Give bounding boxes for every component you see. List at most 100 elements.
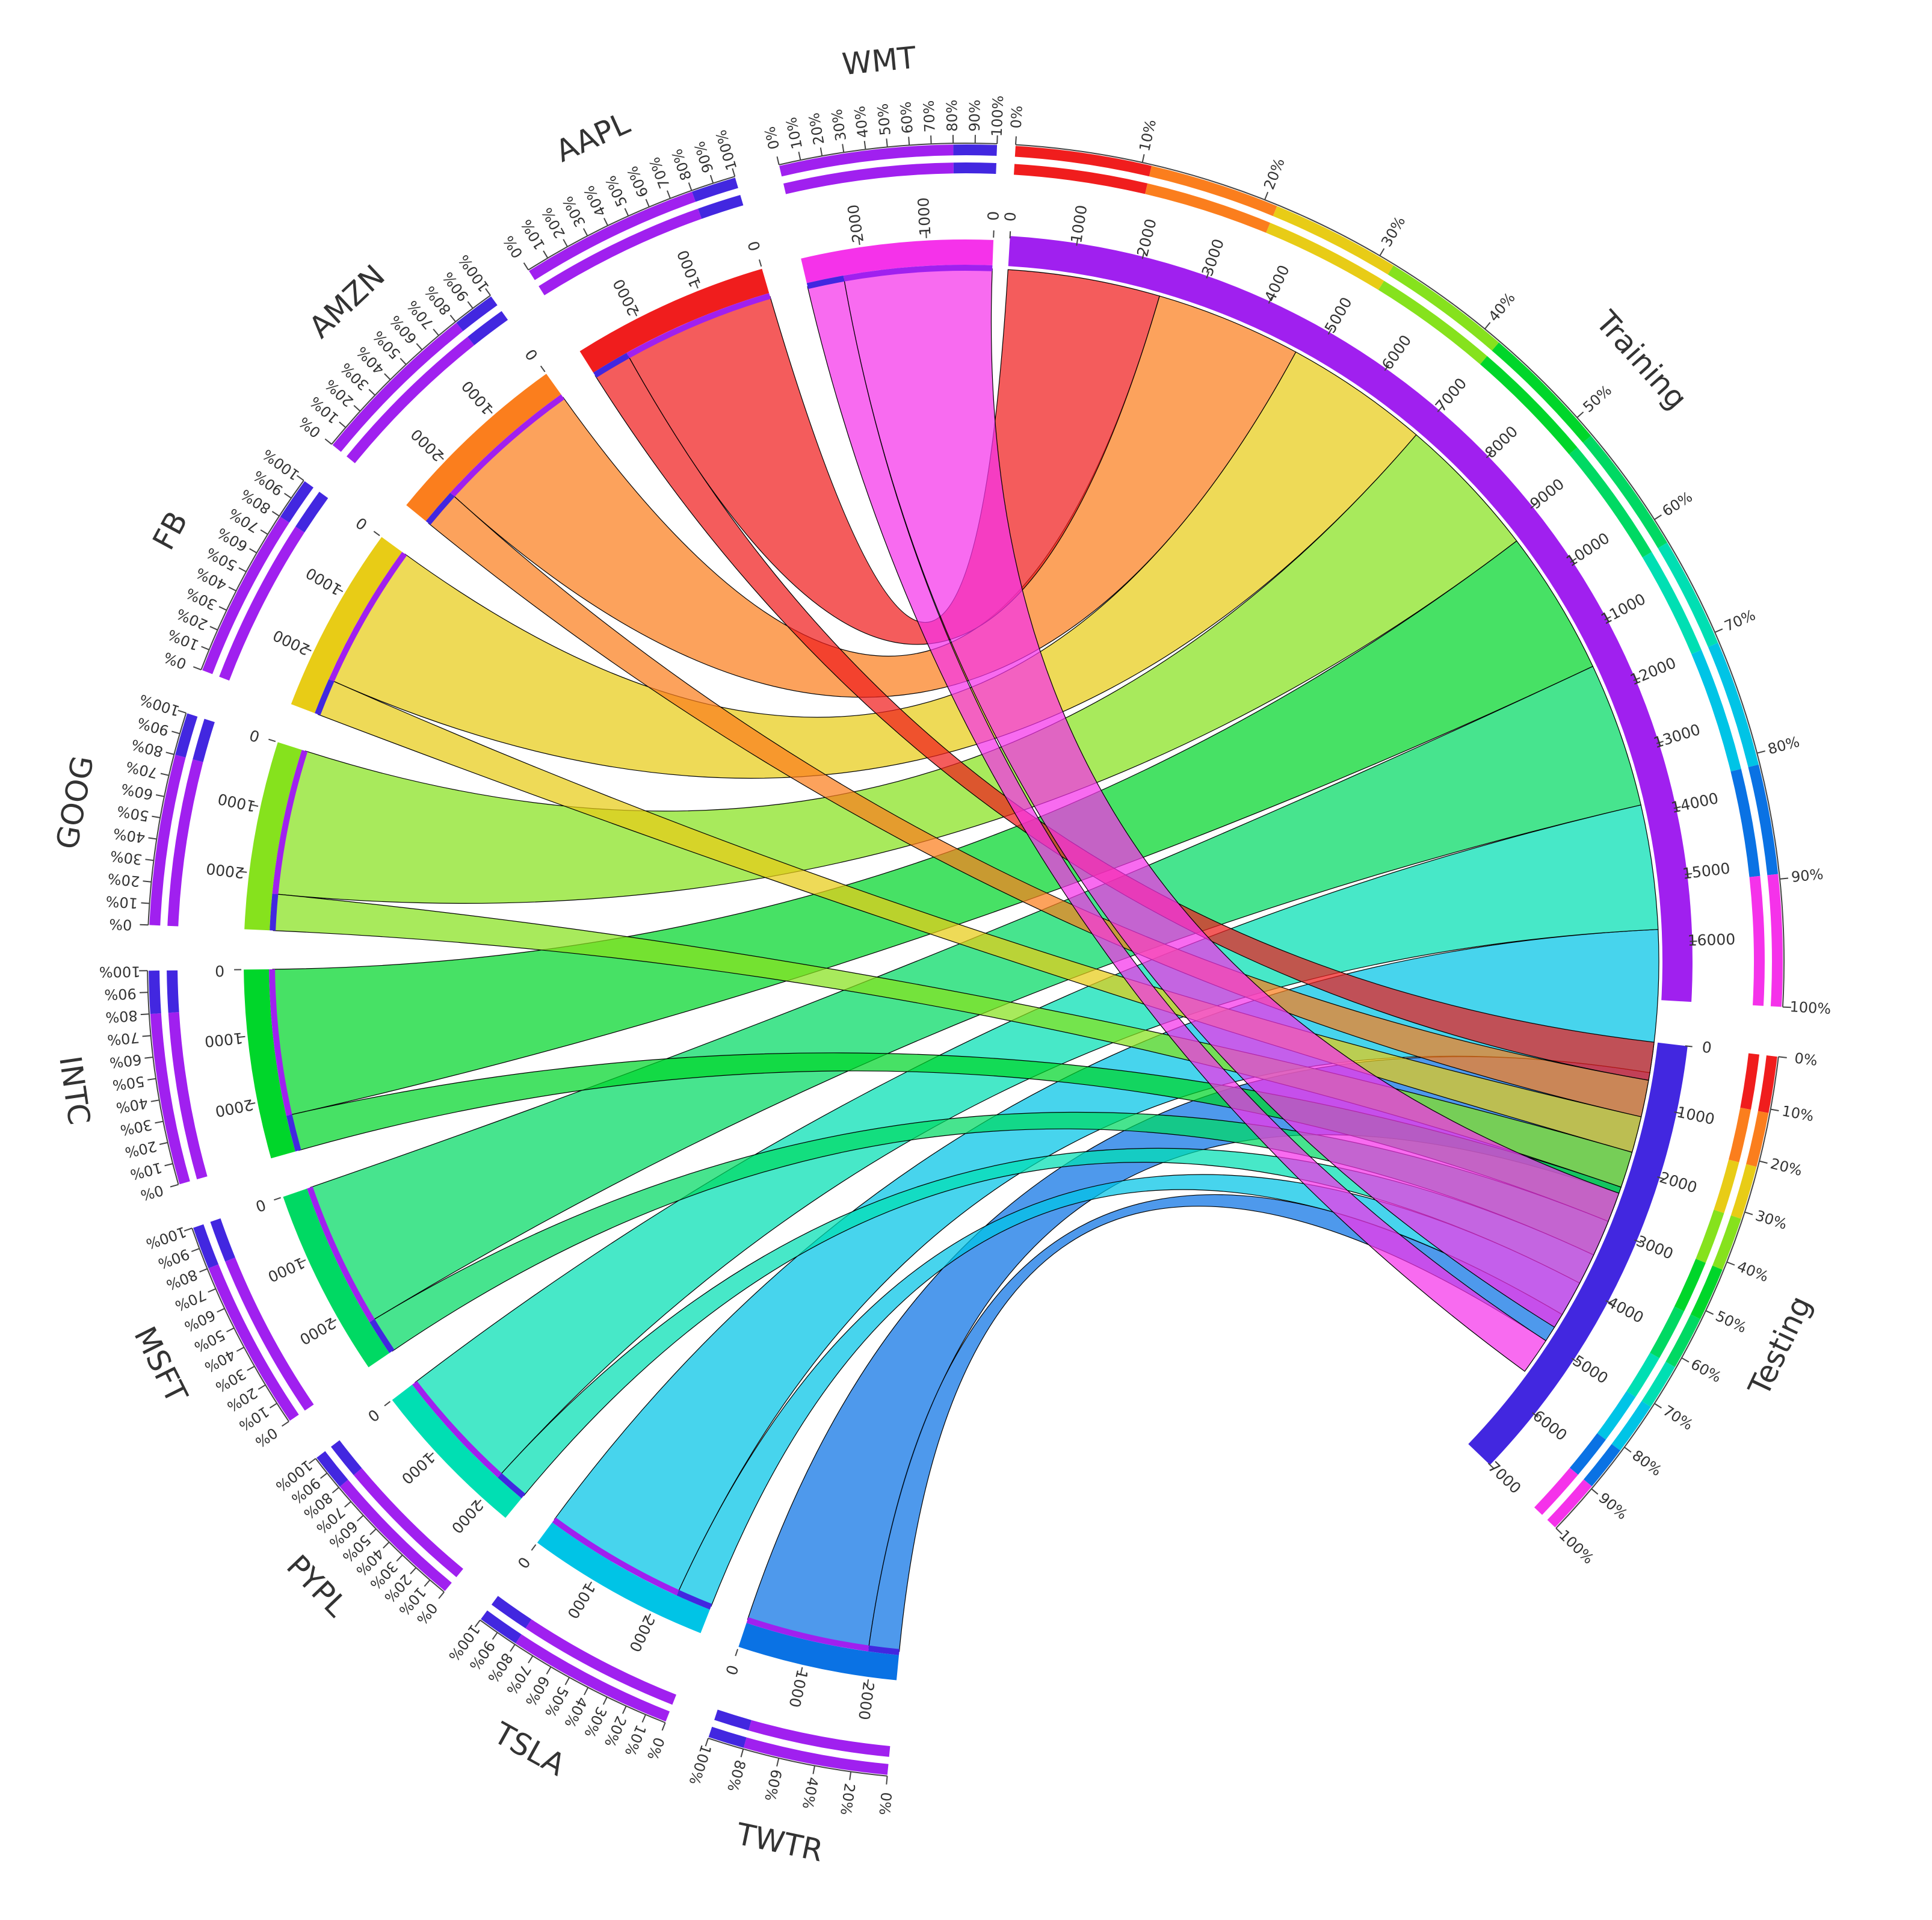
tick-pypl-2000 xyxy=(475,1499,482,1506)
bar-wmt-axis xyxy=(779,143,998,165)
tick-training-9000 xyxy=(1530,503,1537,509)
arc-testing[interactable] xyxy=(1468,1042,1688,1465)
comp-testing-pypl-outer xyxy=(1641,1362,1675,1407)
arc-fb-testing-stripe xyxy=(315,679,335,715)
tick-label-testing-3000: 3000 xyxy=(1634,1232,1676,1263)
pct-label-wmt-50-: 50% xyxy=(874,103,894,137)
pct-tick-tsla-100- xyxy=(474,1620,481,1628)
pct-tick-msft-70- xyxy=(208,1288,216,1293)
pct-label-goog-70-: 70% xyxy=(124,758,159,782)
comp-label-testing-80-: 80% xyxy=(1629,1446,1665,1479)
arc-tsla[interactable] xyxy=(537,1522,710,1634)
comp-label-testing-60-: 60% xyxy=(1688,1356,1724,1386)
arc-pypl[interactable] xyxy=(392,1384,522,1518)
comp-tick-training-30- xyxy=(1379,248,1385,256)
pct-tick-amzn-80- xyxy=(449,315,456,323)
comp-training-intc-outer xyxy=(1492,342,1591,443)
arc-twtr-training-stripe xyxy=(746,1617,869,1652)
pct-tick-aapl-10- xyxy=(543,250,549,259)
arc-fb[interactable] xyxy=(291,537,403,714)
tick-wmt-1000 xyxy=(925,230,927,238)
comp-tick-testing-70- xyxy=(1654,1403,1662,1409)
comp-training-pypl-outer xyxy=(1658,542,1718,647)
pct-label-goog-80-: 80% xyxy=(129,736,165,761)
pct-label-intc-90-: 90% xyxy=(104,985,137,1003)
arc-intc[interactable] xyxy=(244,969,295,1159)
tick-label-intc-2000: 2000 xyxy=(214,1096,255,1120)
pct-label-twtr-20-: 20% xyxy=(837,1782,858,1817)
arc-twtr[interactable] xyxy=(738,1623,899,1681)
comp-testing-wmt-inner xyxy=(1534,1468,1578,1515)
pct-tick-intc-60- xyxy=(144,1057,153,1059)
arc-amzn[interactable] xyxy=(406,374,561,521)
pct-tick-amzn-10- xyxy=(339,421,347,428)
bar-tsla-outer-a xyxy=(515,1634,670,1722)
pct-tick-aapl-60- xyxy=(645,199,650,208)
pct-label-aapl-50-: 50% xyxy=(602,173,631,209)
tick-label-fb-2000: 2000 xyxy=(270,626,312,658)
tick-label-amzn-1000: 1000 xyxy=(458,377,497,418)
tick-pypl-0 xyxy=(384,1401,391,1407)
tick-label-training-11000: 11000 xyxy=(1598,590,1649,628)
comp-testing-axis xyxy=(1555,1057,1779,1529)
node-label-goog: GOOG xyxy=(50,753,100,852)
comp-testing-goog-outer xyxy=(1712,1215,1741,1270)
comp-label-training-60-: 60% xyxy=(1659,489,1696,520)
pct-label-goog-10-: 10% xyxy=(105,892,138,912)
bar-fb-inner-b xyxy=(295,492,329,532)
pct-tick-intc-10- xyxy=(164,1163,173,1167)
comp-label-training-20-: 20% xyxy=(1261,156,1288,192)
bar-msft-inner-a xyxy=(225,1257,314,1411)
pct-label-wmt-80-: 80% xyxy=(943,99,961,132)
comp-training-aapl-outer xyxy=(1014,146,1152,177)
pct-tick-wmt-100- xyxy=(996,135,998,144)
tick-twtr-2000 xyxy=(866,1679,869,1687)
comp-testing-amzn-outer xyxy=(1746,1111,1769,1167)
bar-pypl-axis xyxy=(315,1458,445,1593)
comp-tick-testing-60- xyxy=(1681,1357,1690,1363)
tick-wmt-0 xyxy=(993,230,995,238)
arc-msft[interactable] xyxy=(283,1188,390,1368)
tick-testing-1000 xyxy=(1674,1111,1682,1114)
node-label-fb: FB xyxy=(146,505,195,555)
tick-label-testing-2000: 2000 xyxy=(1658,1168,1699,1197)
comp-training-amzn-inner xyxy=(1145,183,1271,233)
bar-twtr-inner-b xyxy=(714,1709,752,1730)
node-arcs xyxy=(244,236,1693,1681)
comp-tick-testing-20- xyxy=(1759,1160,1768,1164)
arc-amzn-training-stripe xyxy=(450,394,565,497)
comp-testing-twtr-outer xyxy=(1584,1444,1620,1487)
comp-tick-training-50- xyxy=(1576,411,1584,418)
tick-label-intc-1000: 1000 xyxy=(204,1029,244,1050)
tick-label-training-14000: 14000 xyxy=(1670,789,1720,816)
pct-tick-amzn-100- xyxy=(485,288,491,296)
bar-goog-outer-a xyxy=(149,755,186,926)
pct-label-intc-30-: 30% xyxy=(119,1116,153,1139)
comp-training-wmt-outer xyxy=(1767,874,1783,1007)
pct-tick-msft-20- xyxy=(258,1384,266,1390)
chord-ribbons xyxy=(272,268,1659,1652)
tick-label-training-10000: 10000 xyxy=(1563,529,1613,570)
arc-wmt[interactable] xyxy=(801,239,994,283)
pct-label-goog-90-: 90% xyxy=(135,714,171,739)
comp-tick-testing-100- xyxy=(1555,1528,1563,1535)
bar-fb-outer-a xyxy=(202,516,289,674)
tick-label-training-7000: 7000 xyxy=(1432,375,1470,415)
bar-wmt-outer-b xyxy=(953,144,998,156)
bar-intc-outer-a xyxy=(150,1013,190,1185)
arc-aapl-training-stripe xyxy=(626,293,771,359)
tick-label-training-0: 0 xyxy=(1001,211,1019,222)
bar-pypl-outer-a xyxy=(339,1480,452,1591)
tick-goog-0 xyxy=(268,738,276,742)
comp-training-twtr-inner xyxy=(1730,768,1761,877)
tick-label-goog-2000: 2000 xyxy=(205,860,245,882)
bar-aapl-outer-a xyxy=(529,191,696,280)
tick-label-amzn-2000: 2000 xyxy=(407,425,447,465)
pct-label-intc-10-: 10% xyxy=(129,1159,164,1183)
pct-tick-amzn-20- xyxy=(353,405,361,412)
pct-label-msft-0-: 0% xyxy=(252,1424,280,1451)
arc-aapl[interactable] xyxy=(579,268,770,373)
pct-label-wmt-0-: 0% xyxy=(761,125,783,151)
comp-label-training-90-: 90% xyxy=(1791,866,1824,886)
arc-goog[interactable] xyxy=(244,742,302,931)
